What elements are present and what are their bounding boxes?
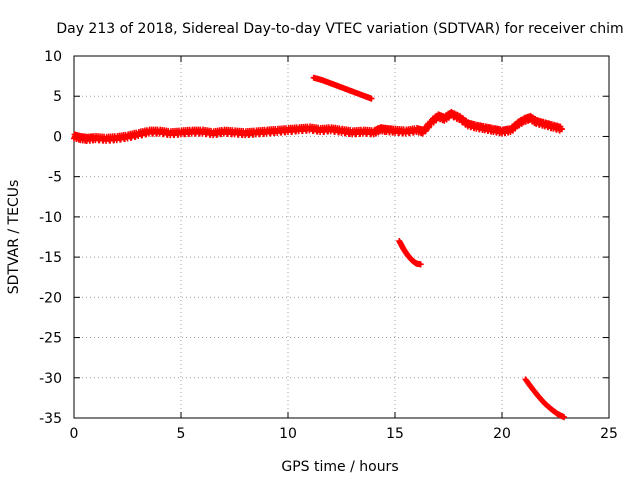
x-tick-label: 20 <box>493 426 511 442</box>
x-tick-label: 5 <box>177 426 186 442</box>
x-tick-label: 0 <box>70 426 79 442</box>
chart-title: Day 213 of 2018, Sidereal Day-to-day VTE… <box>56 21 623 37</box>
y-tick-label: 5 <box>53 89 62 105</box>
y-tick-label: -5 <box>48 170 62 186</box>
y-tick-label: -30 <box>39 371 62 387</box>
data-point <box>558 126 565 133</box>
y-tick-label: -25 <box>39 331 62 347</box>
y-tick-label: -35 <box>39 411 62 427</box>
data-point <box>561 414 568 421</box>
y-tick-label: 0 <box>53 129 62 145</box>
x-tick-label: 10 <box>279 426 297 442</box>
tick-layer: 0 5 10 15 20 25 -35 -30 -25 -20 -15 -10 -5 0 5 10 <box>39 49 618 442</box>
y-tick-label: -20 <box>39 290 62 306</box>
y-tick-label: -10 <box>39 210 62 226</box>
data-layer <box>71 74 568 421</box>
y-tick-label: 10 <box>44 49 62 65</box>
x-tick-label: 25 <box>600 426 618 442</box>
plot-frame <box>73 55 610 419</box>
data-point <box>417 261 424 268</box>
y-tick-label: -15 <box>39 250 62 266</box>
x-tick-label: 15 <box>386 426 404 442</box>
x-axis-title: GPS time / hours <box>281 459 398 475</box>
grid-layer <box>74 56 609 418</box>
data-point <box>368 95 375 102</box>
y-axis-title: SDTVAR / TECUs <box>6 180 22 295</box>
